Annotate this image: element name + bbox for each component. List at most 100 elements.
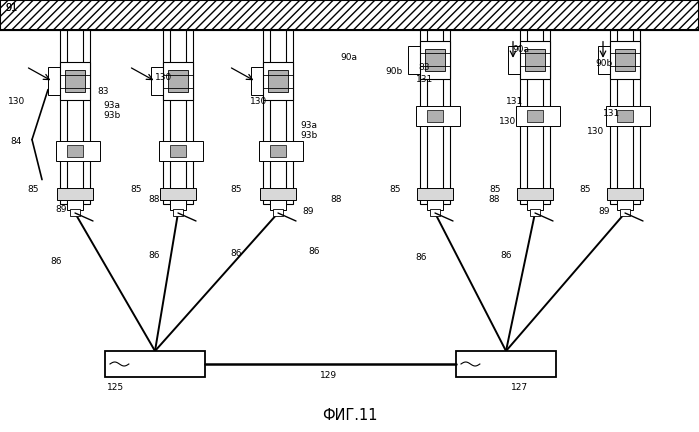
Bar xyxy=(60,62,90,100)
Text: 85: 85 xyxy=(489,185,500,194)
Text: 83: 83 xyxy=(97,88,108,96)
Text: 93b: 93b xyxy=(300,130,317,140)
Bar xyxy=(0,0,699,30)
Text: 85: 85 xyxy=(389,185,401,194)
Bar xyxy=(57,188,93,200)
Text: 88: 88 xyxy=(488,194,500,203)
Text: 89: 89 xyxy=(55,206,66,215)
Bar xyxy=(430,209,440,216)
Text: 91: 91 xyxy=(5,3,17,13)
Bar xyxy=(617,200,633,210)
Bar xyxy=(520,30,527,204)
Bar xyxy=(527,110,543,122)
Text: 131: 131 xyxy=(506,98,524,107)
Text: 131: 131 xyxy=(416,76,433,85)
Bar xyxy=(159,140,203,161)
Text: 130: 130 xyxy=(250,98,267,107)
Text: 85: 85 xyxy=(130,185,141,194)
Text: 88: 88 xyxy=(148,194,159,203)
Text: 130: 130 xyxy=(499,118,517,127)
Bar xyxy=(67,200,83,210)
Bar xyxy=(517,188,553,200)
Bar xyxy=(67,144,83,156)
Bar xyxy=(427,200,443,210)
Bar xyxy=(160,188,196,200)
Text: 86: 86 xyxy=(415,252,426,261)
Bar xyxy=(56,140,100,161)
Text: 127: 127 xyxy=(511,384,528,393)
Bar xyxy=(48,67,60,95)
Bar xyxy=(610,30,617,204)
Bar xyxy=(456,351,556,377)
Text: 90b: 90b xyxy=(595,60,612,69)
Text: 85: 85 xyxy=(27,185,38,194)
Bar xyxy=(286,30,293,204)
Bar xyxy=(543,30,550,204)
Bar xyxy=(105,351,205,377)
Bar xyxy=(263,30,270,204)
Bar xyxy=(416,106,460,126)
Text: 90a: 90a xyxy=(512,45,529,54)
Text: 93a: 93a xyxy=(300,121,317,130)
Bar xyxy=(443,30,450,204)
Text: 85: 85 xyxy=(230,185,241,194)
Bar xyxy=(508,46,520,74)
Text: 84: 84 xyxy=(10,137,22,146)
Bar xyxy=(270,144,286,156)
Bar xyxy=(170,144,186,156)
Bar xyxy=(598,46,610,74)
Text: 86: 86 xyxy=(148,251,159,260)
Bar xyxy=(251,67,263,95)
Bar xyxy=(163,30,170,204)
Text: 83: 83 xyxy=(418,63,429,72)
Bar xyxy=(530,209,540,216)
Bar xyxy=(270,200,286,210)
Bar xyxy=(620,209,630,216)
Bar xyxy=(70,209,80,216)
Text: 129: 129 xyxy=(320,371,337,379)
Bar xyxy=(420,30,427,204)
Bar xyxy=(186,30,193,204)
Bar xyxy=(65,70,85,92)
Text: 130: 130 xyxy=(8,98,25,107)
Text: 91: 91 xyxy=(5,3,17,13)
Bar xyxy=(163,62,193,100)
Bar xyxy=(268,70,288,92)
Text: 93a: 93a xyxy=(103,101,120,109)
Bar xyxy=(633,30,640,204)
Text: ФИГ.11: ФИГ.11 xyxy=(322,409,377,423)
Bar xyxy=(168,70,188,92)
Bar xyxy=(427,110,443,122)
Bar xyxy=(417,188,453,200)
Bar xyxy=(170,200,186,210)
Text: 90a: 90a xyxy=(340,53,357,61)
Bar xyxy=(525,49,545,71)
Bar xyxy=(408,46,420,74)
Text: 86: 86 xyxy=(230,248,241,257)
Bar xyxy=(607,188,643,200)
Bar xyxy=(151,67,163,95)
Bar xyxy=(273,209,283,216)
Bar xyxy=(83,30,90,204)
Text: 90b: 90b xyxy=(385,67,402,76)
Bar xyxy=(527,200,543,210)
Bar xyxy=(60,30,67,204)
Text: 125: 125 xyxy=(107,384,124,393)
Text: 130: 130 xyxy=(587,127,604,137)
Bar xyxy=(263,62,293,100)
Text: 86: 86 xyxy=(50,257,62,267)
Text: 86: 86 xyxy=(308,247,319,255)
Bar xyxy=(425,49,445,71)
Bar xyxy=(420,41,450,79)
Bar xyxy=(260,188,296,200)
Bar xyxy=(520,41,550,79)
Bar xyxy=(259,140,303,161)
Bar xyxy=(615,49,635,71)
Text: 93b: 93b xyxy=(103,111,120,120)
Bar xyxy=(516,106,560,126)
Text: 88: 88 xyxy=(330,194,342,203)
Bar xyxy=(173,209,183,216)
Text: 130: 130 xyxy=(155,73,172,82)
Text: 89: 89 xyxy=(598,206,610,216)
Text: 85: 85 xyxy=(579,185,591,194)
